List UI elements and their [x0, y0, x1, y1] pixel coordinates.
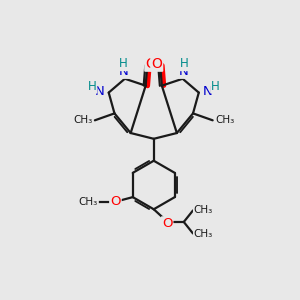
Text: O: O [162, 217, 172, 230]
Text: CH₃: CH₃ [194, 206, 213, 215]
Text: N: N [95, 85, 105, 98]
Text: O: O [145, 57, 156, 71]
Text: N: N [119, 65, 129, 78]
Text: N: N [203, 85, 212, 98]
Text: H: H [88, 80, 96, 93]
Text: CH₃: CH₃ [215, 115, 234, 125]
Text: O: O [151, 57, 162, 71]
Text: H: H [211, 80, 220, 93]
Text: H: H [119, 57, 128, 70]
Text: CH₃: CH₃ [73, 115, 92, 125]
Text: H: H [179, 57, 188, 70]
Text: CH₃: CH₃ [194, 229, 213, 238]
Text: N: N [179, 65, 189, 78]
Text: O: O [110, 195, 121, 208]
Text: CH₃: CH₃ [79, 197, 98, 207]
